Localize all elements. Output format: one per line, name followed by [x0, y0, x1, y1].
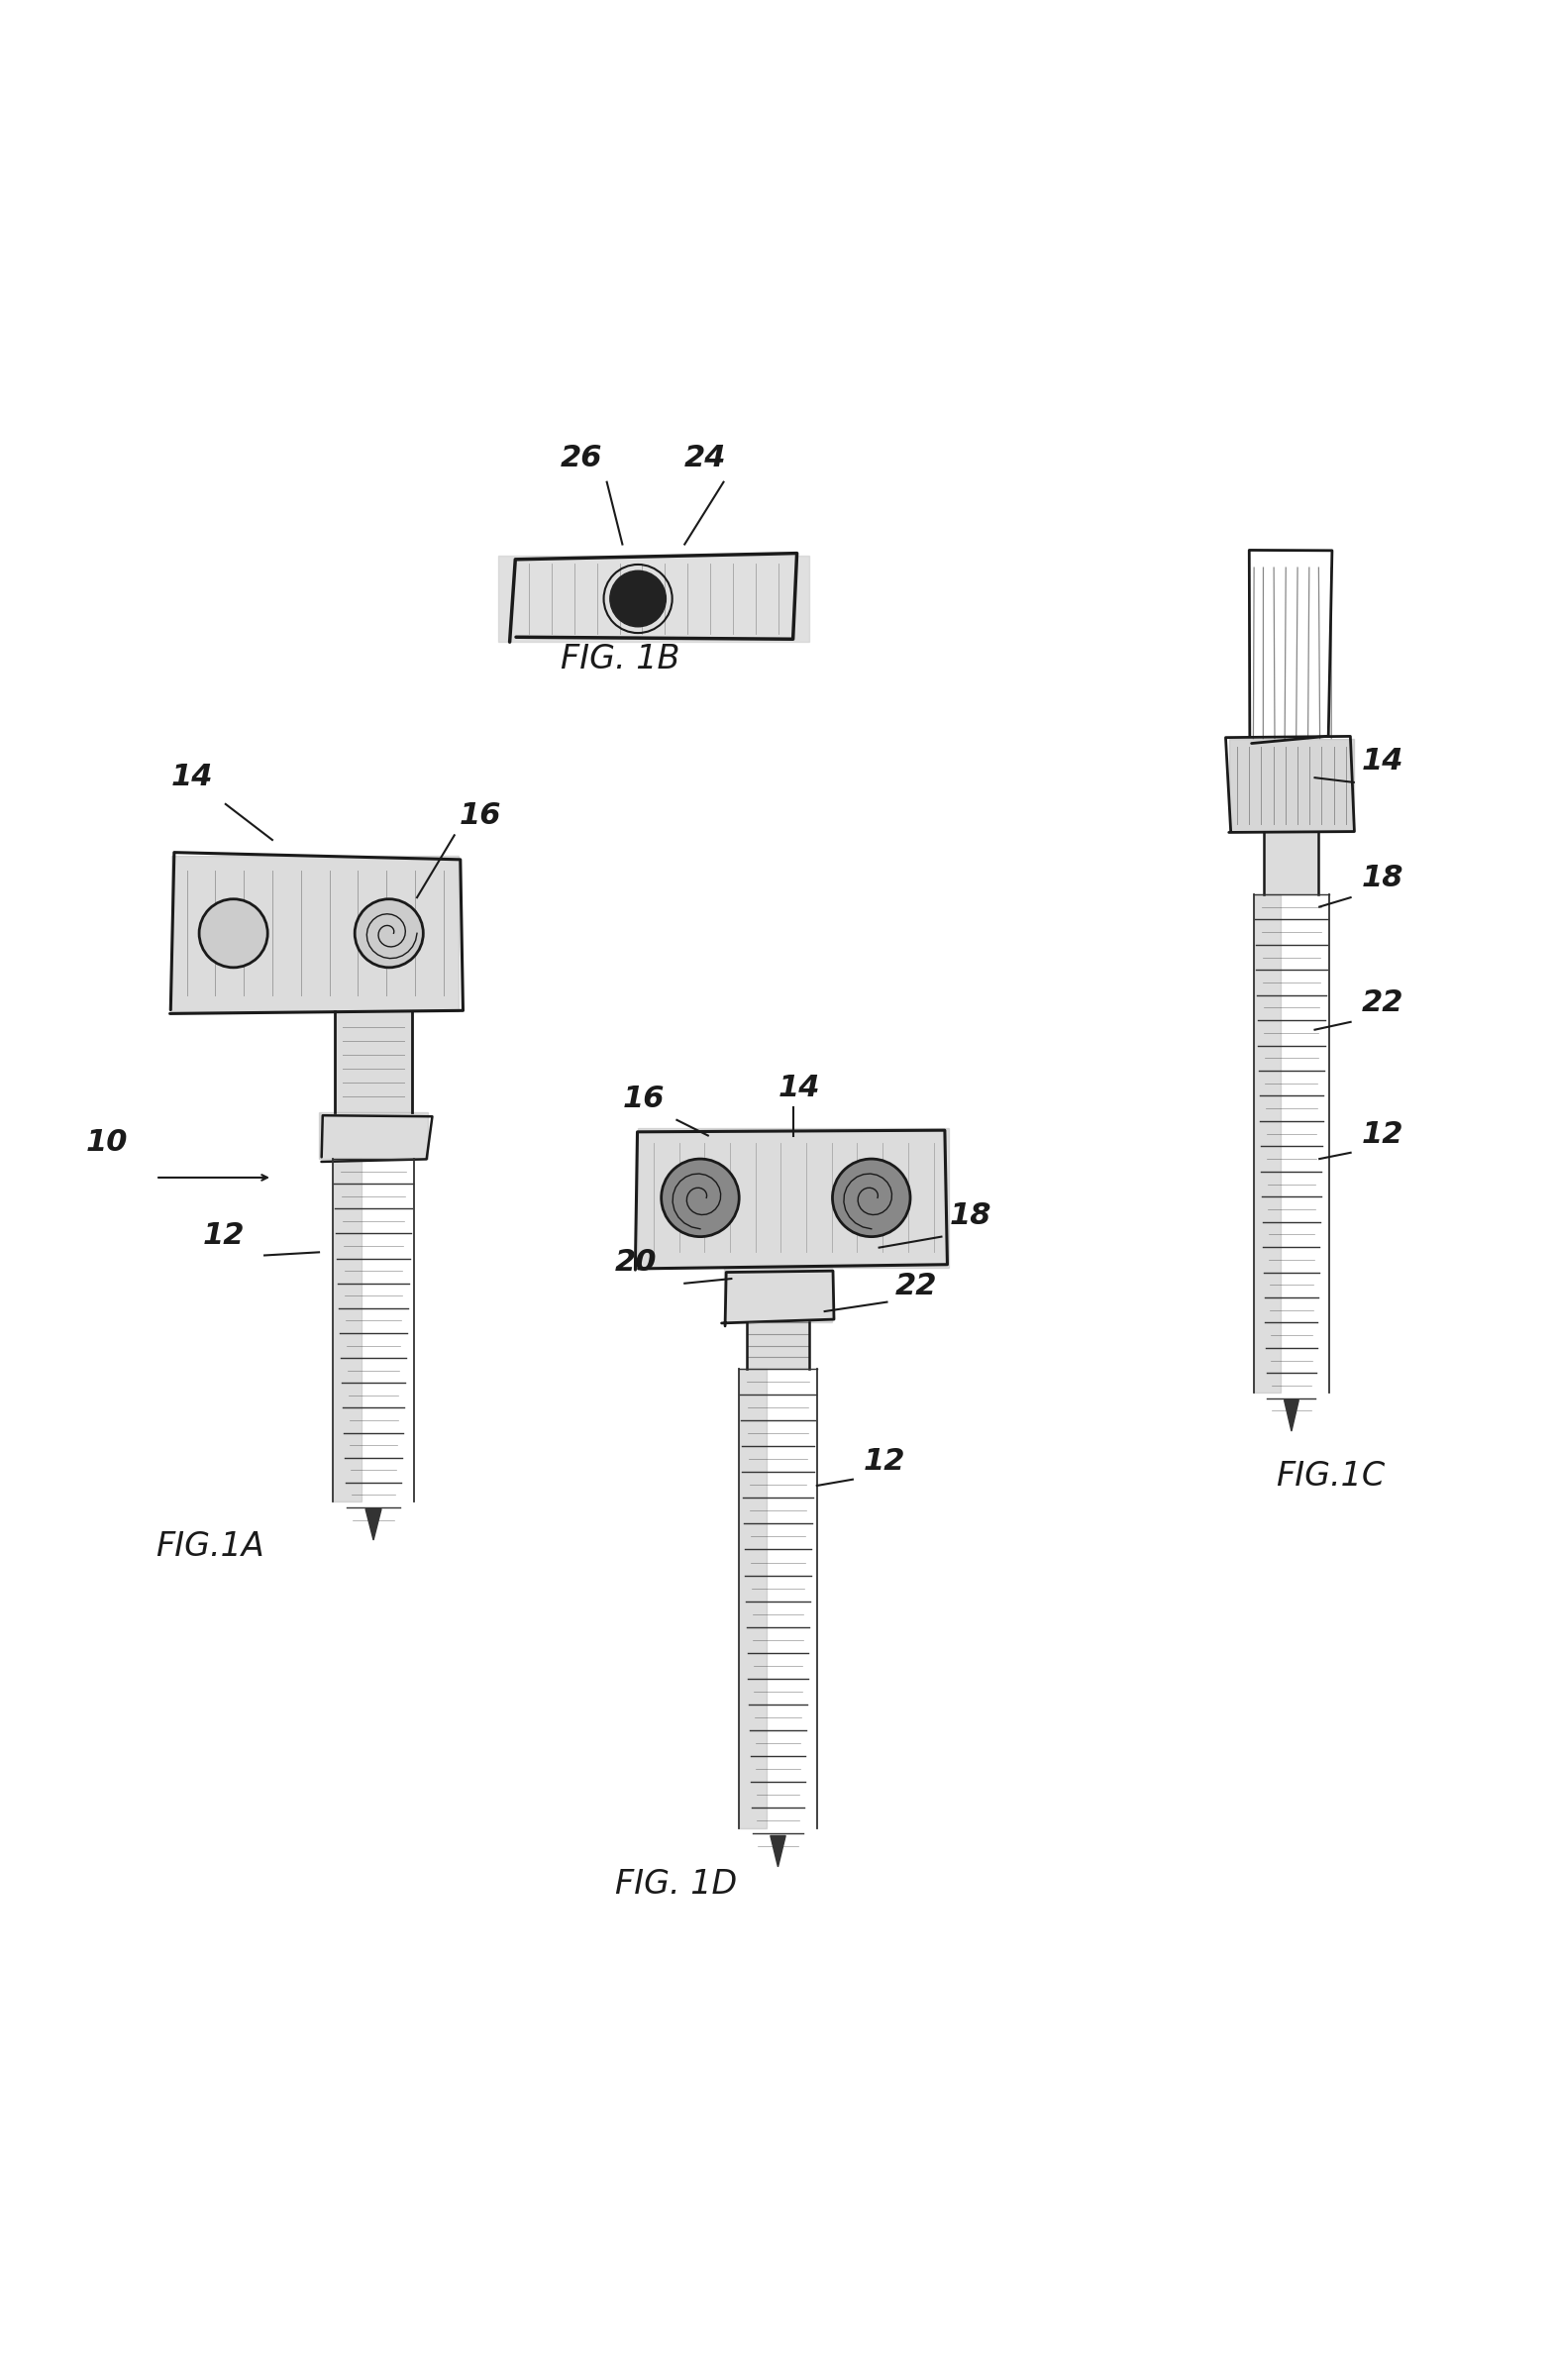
Polygon shape: [1263, 833, 1319, 895]
Text: 16: 16: [622, 1085, 664, 1114]
Circle shape: [355, 900, 423, 969]
Circle shape: [832, 1159, 910, 1238]
Polygon shape: [366, 1509, 381, 1540]
Text: 18: 18: [1362, 864, 1404, 892]
Text: 24: 24: [685, 443, 727, 471]
Polygon shape: [638, 1128, 949, 1269]
Polygon shape: [739, 1368, 766, 1828]
Polygon shape: [171, 854, 459, 1012]
Polygon shape: [1229, 738, 1354, 833]
Polygon shape: [1284, 1399, 1299, 1430]
Text: 12: 12: [864, 1447, 906, 1476]
Polygon shape: [1254, 895, 1281, 1392]
Circle shape: [199, 900, 268, 969]
Polygon shape: [333, 1159, 361, 1502]
Text: FIG.1C: FIG.1C: [1276, 1459, 1385, 1492]
Polygon shape: [724, 1269, 832, 1323]
Circle shape: [610, 571, 666, 626]
Polygon shape: [770, 1835, 786, 1866]
Text: 18: 18: [949, 1202, 991, 1230]
Text: 16: 16: [459, 802, 501, 831]
Text: 14: 14: [1362, 747, 1404, 776]
Circle shape: [661, 1159, 739, 1238]
Text: 14: 14: [778, 1073, 820, 1102]
Polygon shape: [335, 1012, 412, 1111]
Text: FIG. 1D: FIG. 1D: [615, 1868, 736, 1899]
Text: 12: 12: [202, 1221, 244, 1250]
Text: 12: 12: [1362, 1121, 1404, 1150]
Polygon shape: [747, 1323, 809, 1368]
Text: 14: 14: [171, 762, 213, 793]
Text: FIG.1A: FIG.1A: [156, 1530, 265, 1564]
Text: 10: 10: [86, 1128, 128, 1157]
Text: 22: 22: [895, 1271, 937, 1299]
Text: 20: 20: [615, 1247, 657, 1276]
Text: 22: 22: [1362, 988, 1404, 1016]
Text: FIG. 1B: FIG. 1B: [560, 643, 680, 676]
Polygon shape: [319, 1111, 428, 1159]
Text: 26: 26: [560, 443, 602, 471]
Polygon shape: [498, 557, 809, 643]
